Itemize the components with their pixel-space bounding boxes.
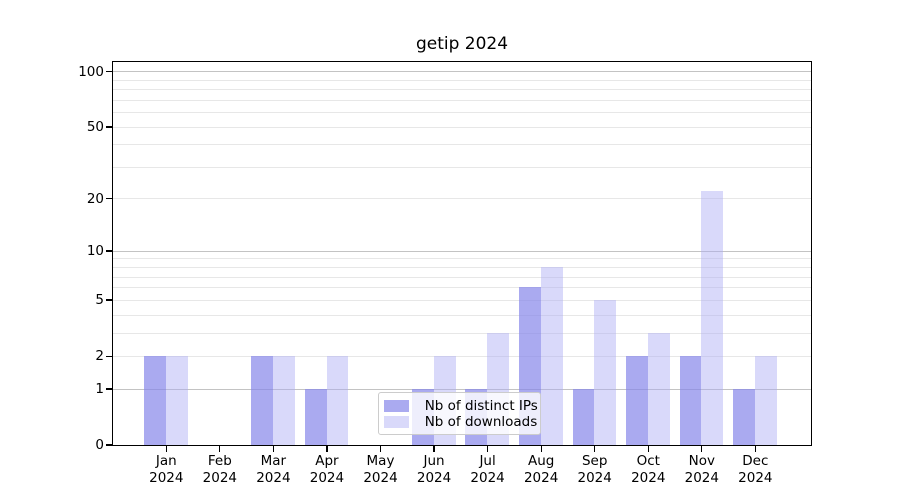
y-tick-label-5: 5 (95, 292, 104, 309)
y-tick-mark-20 (105, 198, 112, 200)
y-gridline-5 (112, 299, 811, 301)
legend-color-swatch-downloads (383, 415, 409, 428)
legend-item-downloads: Nb of downloads (383, 415, 537, 429)
bar-nb-of-downloads-jan (165, 355, 188, 445)
bar-nb-of-distinct-ips-dec (733, 388, 756, 445)
y-gridline-minor-40 (112, 144, 811, 146)
bar-nb-of-downloads-apr (326, 355, 349, 445)
y-gridline-minor-8 (112, 267, 811, 268)
x-tick-mark-nov (701, 445, 703, 452)
y-gridline-100 (112, 71, 811, 73)
x-tick-mark-may (379, 445, 382, 452)
bar-nb-of-distinct-ips-mar (251, 355, 274, 445)
y-tick-mark-1 (105, 388, 112, 390)
y-tick-label-10: 10 (86, 243, 104, 260)
bar-nb-of-distinct-ips-nov (679, 355, 702, 445)
x-tick-mark-jan (165, 445, 167, 452)
y-tick-mark-2 (105, 355, 112, 357)
y-gridline-minor-80 (112, 89, 811, 91)
bar-nb-of-downloads-aug (540, 267, 563, 445)
y-gridline-minor-70 (112, 99, 811, 101)
y-tick-mark-10 (105, 250, 112, 252)
y-tick-label-100: 100 (78, 63, 104, 80)
bar-nb-of-downloads-oct (647, 332, 670, 445)
y-gridline-minor-60 (112, 112, 811, 114)
x-tick-label-mar: Mar 2024 (256, 453, 291, 486)
x-tick-label-sep: Sep 2024 (577, 453, 612, 486)
x-tick-label-nov: Nov 2024 (684, 453, 719, 486)
y-gridline-2 (112, 355, 811, 357)
y-tick-mark-50 (105, 126, 112, 128)
plot-area: Nb of distinct IPs Nb of downloads (111, 60, 812, 446)
legend: Nb of distinct IPs Nb of downloads (377, 391, 541, 435)
y-tick-mark-5 (105, 299, 112, 301)
y-tick-label-1: 1 (95, 380, 104, 397)
x-tick-mark-oct (647, 445, 649, 452)
y-tick-mark-0 (105, 444, 112, 446)
y-gridline-50 (112, 126, 811, 128)
y-tick-mark-100 (105, 71, 112, 73)
x-tick-label-may: May 2024 (363, 453, 398, 486)
x-tick-label-jul: Jul 2024 (470, 453, 505, 486)
y-gridline-20 (112, 198, 811, 200)
y-gridline-1 (112, 388, 811, 390)
y-gridline-minor-6 (112, 287, 811, 289)
y-gridline-minor-7 (112, 276, 811, 278)
x-tick-label-oct: Oct 2024 (631, 453, 666, 486)
x-tick-label-dec: Dec 2024 (738, 453, 773, 486)
legend-label-downloads: Nb of downloads (424, 413, 538, 430)
y-gridline-minor-30 (112, 166, 811, 168)
x-tick-label-jun: Jun 2024 (416, 453, 452, 486)
bar-nb-of-distinct-ips-apr (304, 388, 327, 445)
legend-item-distinct-ips: Nb of distinct IPs (383, 399, 538, 413)
y-tick-label-0: 0 (95, 437, 104, 453)
x-tick-mark-aug (540, 445, 542, 452)
y-gridline-minor-90 (112, 79, 811, 81)
bar-nb-of-distinct-ips-sep (572, 388, 595, 445)
x-tick-mark-dec (754, 445, 756, 452)
x-tick-label-aug: Aug 2024 (523, 453, 559, 486)
x-tick-mark-sep (594, 445, 596, 452)
y-tick-label-2: 2 (95, 348, 104, 365)
bar-nb-of-downloads-mar (273, 355, 295, 445)
y-tick-label-20: 20 (86, 190, 104, 207)
y-tick-label-50: 50 (86, 119, 104, 136)
x-tick-mark-jul (486, 445, 489, 452)
x-tick-mark-apr (326, 445, 328, 452)
y-gridline-10 (112, 250, 811, 252)
x-tick-label-apr: Apr 2024 (309, 453, 345, 486)
x-tick-mark-feb (219, 445, 221, 452)
x-tick-label-feb: Feb 2024 (202, 453, 238, 486)
bar-nb-of-downloads-sep (594, 299, 617, 445)
x-tick-mark-mar (272, 445, 275, 452)
bar-nb-of-downloads-dec (755, 355, 777, 445)
y-gridline-minor-3 (112, 332, 811, 334)
legend-color-swatch-distinct-ips (383, 399, 409, 412)
y-gridline-minor-4 (112, 314, 811, 316)
legend-label-distinct-ips: Nb of distinct IPs (424, 397, 538, 414)
y-gridline-minor-9 (112, 258, 811, 260)
bar-nb-of-distinct-ips-oct (626, 355, 648, 445)
chart-title: getip 2024 (415, 34, 509, 54)
x-tick-label-jan: Jan 2024 (149, 453, 184, 486)
bar-nb-of-downloads-nov (701, 191, 724, 445)
bar-nb-of-distinct-ips-jan (144, 355, 166, 445)
x-tick-mark-jun (433, 445, 435, 452)
